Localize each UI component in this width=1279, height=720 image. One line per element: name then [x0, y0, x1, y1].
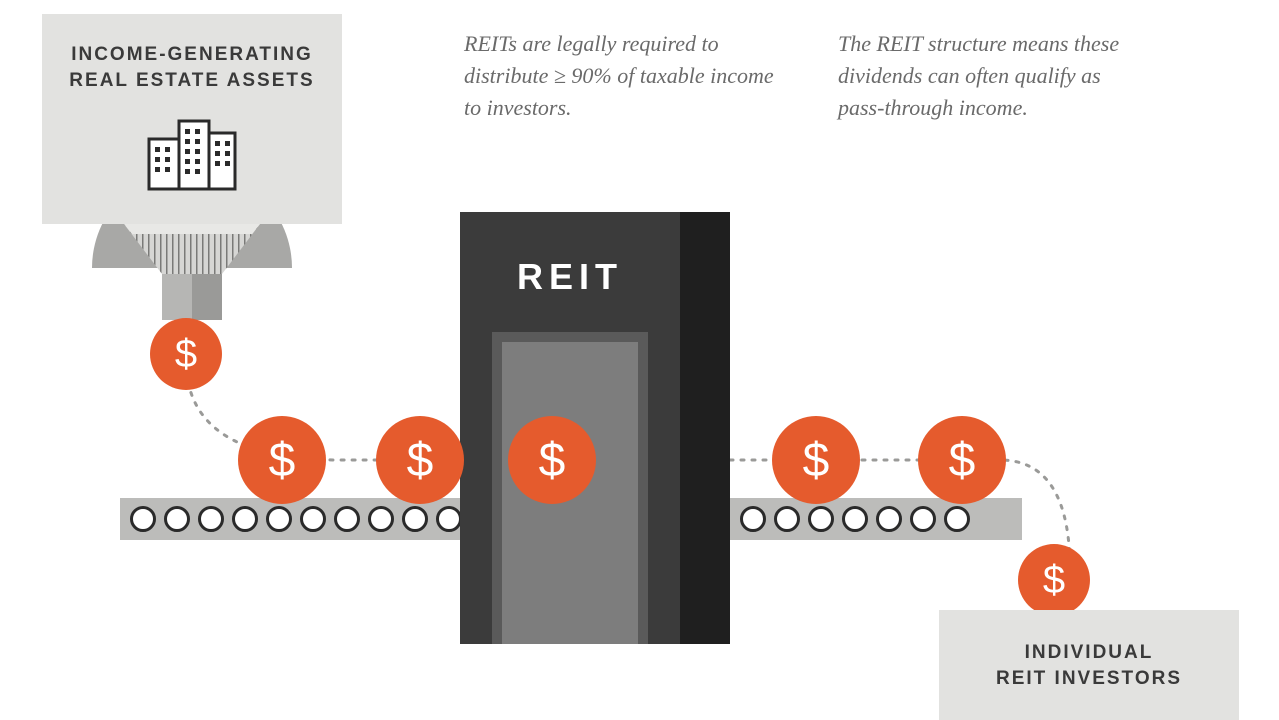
coin-icon: $	[376, 416, 464, 504]
dollar-sign: $	[175, 332, 197, 377]
conveyor-wheel	[232, 506, 258, 532]
conveyor-wheel	[774, 506, 800, 532]
assets-box: INCOME-GENERATING REAL ESTATE ASSETS	[42, 14, 342, 224]
conveyor-wheel	[300, 506, 326, 532]
assets-title-line2: REAL ESTATE ASSETS	[69, 70, 314, 91]
dollar-sign: $	[803, 433, 830, 488]
investors-title: INDIVIDUAL REIT INVESTORS	[939, 640, 1239, 691]
reit-box: REIT	[460, 212, 730, 644]
assets-title: INCOME-GENERATING REAL ESTATE ASSETS	[42, 42, 342, 93]
conveyor-wheel	[876, 506, 902, 532]
conveyor-wheel	[334, 506, 360, 532]
conveyor-wheel	[944, 506, 970, 532]
coin-icon: $	[508, 416, 596, 504]
coin-icon: $	[918, 416, 1006, 504]
conveyor-wheel	[368, 506, 394, 532]
dollar-sign: $	[1043, 558, 1065, 603]
coin-icon: $	[238, 416, 326, 504]
conveyor-wheel	[402, 506, 428, 532]
coin-icon: $	[150, 318, 222, 390]
reit-side	[680, 212, 730, 644]
buildings-icon	[137, 111, 247, 196]
conveyor-wheel	[266, 506, 292, 532]
investors-title-line1: INDIVIDUAL	[1025, 642, 1154, 663]
caption-passthrough: The REIT structure means these dividends…	[838, 28, 1148, 124]
reit-label: REIT	[460, 256, 680, 298]
assets-title-line1: INCOME-GENERATING	[71, 44, 313, 65]
investors-box: INDIVIDUAL REIT INVESTORS	[939, 610, 1239, 720]
caption-distribution: REITs are legally required to distribute…	[464, 28, 774, 124]
conveyor-wheel	[164, 506, 190, 532]
dollar-sign: $	[407, 433, 434, 488]
conveyor-wheel	[740, 506, 766, 532]
dollar-sign: $	[949, 433, 976, 488]
conveyor-wheel	[910, 506, 936, 532]
coin-icon: $	[1018, 544, 1090, 616]
conveyor-wheel	[130, 506, 156, 532]
coin-icon: $	[772, 416, 860, 504]
conveyor-wheel	[436, 506, 462, 532]
conveyor-right	[730, 498, 1022, 540]
investors-title-line2: REIT INVESTORS	[996, 668, 1182, 689]
conveyor-wheel	[842, 506, 868, 532]
conveyor-wheel	[198, 506, 224, 532]
conveyor-wheel	[808, 506, 834, 532]
funnel-icon	[124, 224, 260, 329]
dollar-sign: $	[269, 433, 296, 488]
dollar-sign: $	[539, 433, 566, 488]
